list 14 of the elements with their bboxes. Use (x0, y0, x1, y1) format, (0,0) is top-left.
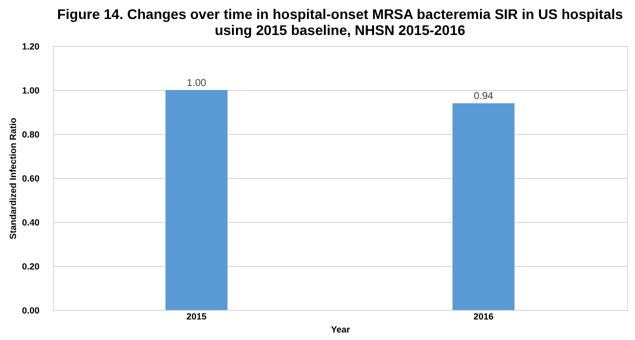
y-tick-label: 0.00 (22, 306, 40, 316)
y-tick-label: 0.80 (22, 130, 40, 140)
y-tick-label: 0.20 (22, 262, 40, 272)
data-label: 0.94 (474, 91, 494, 102)
y-tick-label: 0.60 (22, 174, 40, 184)
x-axis-title: Year (330, 324, 350, 334)
y-axis-title: Standardized Infection Ratio (8, 117, 18, 240)
y-tick-label: 1.00 (22, 86, 40, 96)
data-label: 1.00 (186, 78, 207, 89)
chart-title: Figure 14. Changes over time in hospital-onset MRSA bacteremia SIR in US hospitals using 2015 baseline, NHSN 2015-2016 (57, 6, 624, 38)
y-tick-label: 0.40 (22, 218, 40, 228)
y-tick-label: 1.20 (22, 42, 40, 52)
x-tick-label: 2016 (473, 312, 494, 322)
x-tick-label: 2015 (186, 312, 207, 322)
